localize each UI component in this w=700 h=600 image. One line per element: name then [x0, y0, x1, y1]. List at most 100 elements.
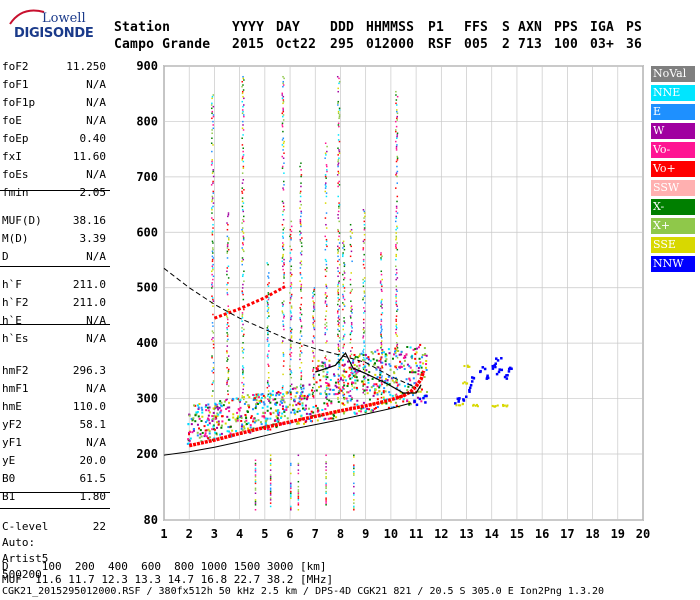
echo-point [266, 340, 269, 342]
echo-point [214, 417, 217, 420]
echo-point [337, 104, 339, 106]
echo-point [299, 347, 301, 349]
echo-point [211, 265, 214, 268]
echo-point [353, 403, 356, 406]
echo-point [295, 391, 298, 394]
echo-point [348, 374, 351, 377]
echo-point [395, 258, 397, 261]
echo-point [324, 357, 326, 359]
echo-point [503, 404, 506, 407]
echo-point [337, 275, 339, 278]
echo-point [312, 366, 315, 369]
echo-point [324, 332, 327, 334]
echo-point [290, 237, 292, 239]
echo-point [282, 110, 285, 113]
echo-point [350, 332, 352, 334]
echo-point [312, 396, 315, 399]
echo-point [362, 368, 365, 371]
echo-point [338, 77, 340, 80]
echo-point [211, 200, 213, 203]
echo-point [211, 255, 214, 258]
echo-point [288, 422, 291, 425]
echo-point [325, 382, 328, 385]
echo-point [297, 509, 300, 511]
echo-point [362, 278, 364, 281]
echo-point [380, 283, 383, 286]
echo-point [267, 325, 269, 327]
echo-point [395, 323, 398, 326]
echo-point [335, 416, 338, 419]
echo-point [337, 358, 340, 361]
echo-point [343, 370, 346, 373]
echo-point [282, 85, 284, 88]
echo-point [337, 164, 339, 166]
echo-point [325, 315, 327, 317]
echo-point [300, 263, 303, 266]
echo-point [386, 379, 389, 382]
echo-point [351, 372, 354, 375]
echo-point [334, 393, 337, 396]
echo-point [208, 406, 211, 409]
param-key: h`Es [2, 332, 29, 345]
echo-point [362, 401, 365, 404]
echo-point [243, 270, 245, 273]
echo-point [356, 399, 359, 402]
echo-point [384, 353, 387, 356]
echo-point [228, 430, 231, 433]
echo-point [363, 210, 366, 213]
echo-point [211, 107, 213, 110]
echo-point [191, 418, 194, 421]
echo-point [283, 140, 285, 143]
echo-point [362, 359, 365, 362]
echo-point [395, 315, 398, 317]
echo-point [351, 312, 353, 314]
echo-point [363, 280, 366, 283]
echo-point [263, 411, 266, 414]
echo-point [319, 385, 322, 388]
echo-point [304, 421, 307, 424]
echo-point [260, 423, 263, 426]
param-value: 1.80 [79, 490, 107, 503]
y-tick-label: 80 [144, 513, 158, 527]
echo-point [300, 290, 302, 292]
echo-point [298, 400, 301, 403]
echo-point [343, 245, 345, 248]
echo-point [409, 379, 412, 382]
echo-point [342, 302, 344, 304]
param-key: foF2 [2, 60, 29, 73]
echo-point [350, 325, 353, 327]
echo-point [396, 343, 399, 346]
echo-point [292, 404, 295, 407]
echo-point [212, 300, 215, 302]
echo-point [343, 317, 345, 319]
echo-point [281, 213, 284, 216]
echo-point [312, 315, 314, 317]
echo-point [211, 383, 213, 386]
echo-point [424, 401, 427, 404]
echo-point [282, 268, 284, 271]
echo-point [267, 292, 270, 294]
echo-point [269, 469, 272, 471]
echo-point [281, 310, 284, 312]
echo-point [307, 407, 310, 410]
echo-point [299, 220, 302, 223]
echo-point [337, 182, 339, 184]
echo-point [326, 165, 328, 168]
echo-point [301, 395, 304, 398]
echo-point [396, 290, 398, 292]
echo-point [269, 492, 272, 494]
echo-point [226, 270, 228, 273]
param-key: foEs [2, 168, 29, 181]
echo-point [325, 223, 327, 226]
header-value: 03+ [590, 37, 615, 52]
echo-point [283, 360, 285, 362]
echo-point [382, 391, 385, 394]
echo-point [342, 247, 344, 249]
echo-point [305, 407, 308, 410]
echo-point [220, 415, 223, 418]
echo-point [226, 366, 228, 369]
echo-point [353, 353, 356, 356]
echo-point [425, 359, 428, 362]
echo-point [415, 364, 418, 367]
echo-point [342, 308, 344, 311]
